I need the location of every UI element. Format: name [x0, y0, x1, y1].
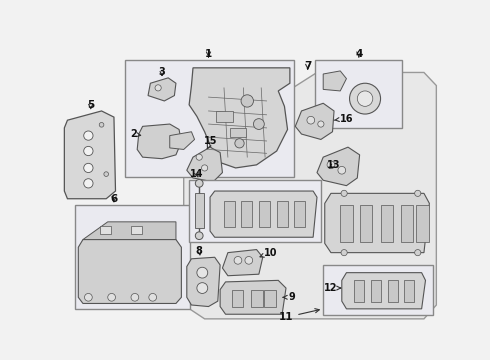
Text: 12: 12 [324, 283, 341, 293]
Text: 11: 11 [279, 309, 319, 322]
Bar [241, 201, 252, 227]
Bar [404, 280, 414, 302]
Polygon shape [83, 222, 176, 239]
Circle shape [307, 116, 315, 124]
Text: 16: 16 [334, 114, 353, 123]
Polygon shape [187, 147, 222, 182]
Bar [195, 193, 204, 228]
Bar [125, 60, 294, 177]
Circle shape [234, 256, 242, 264]
Polygon shape [170, 132, 195, 149]
Text: 6: 6 [110, 194, 118, 204]
Polygon shape [189, 68, 290, 168]
Circle shape [253, 119, 264, 130]
Polygon shape [184, 72, 437, 319]
Bar [251, 289, 263, 306]
Text: 10: 10 [260, 248, 277, 258]
Bar [294, 201, 305, 227]
Circle shape [338, 166, 345, 174]
Bar [232, 289, 244, 306]
Circle shape [155, 85, 161, 91]
Text: 13: 13 [327, 160, 341, 170]
Bar [323, 265, 433, 315]
Bar [277, 201, 288, 227]
Circle shape [197, 283, 208, 293]
Text: 15: 15 [204, 136, 218, 149]
Polygon shape [78, 239, 181, 303]
Text: 3: 3 [159, 67, 166, 77]
Bar [388, 280, 398, 302]
Circle shape [196, 180, 203, 187]
Bar [360, 205, 372, 242]
Polygon shape [64, 111, 116, 199]
Circle shape [149, 293, 157, 301]
Polygon shape [323, 71, 346, 91]
Polygon shape [187, 257, 220, 306]
Bar [224, 201, 235, 227]
Polygon shape [325, 193, 429, 253]
Bar [340, 205, 353, 242]
Polygon shape [317, 147, 360, 186]
Text: 1: 1 [205, 49, 212, 59]
Circle shape [104, 172, 108, 176]
Bar [416, 205, 429, 242]
Circle shape [99, 122, 104, 127]
Circle shape [108, 293, 116, 301]
Text: 4: 4 [355, 49, 363, 59]
Circle shape [318, 121, 324, 127]
Circle shape [357, 91, 373, 106]
Text: 7: 7 [304, 61, 311, 71]
Circle shape [245, 256, 253, 264]
Bar [316, 60, 402, 128]
Bar [100, 226, 111, 234]
Bar [216, 111, 233, 122]
Circle shape [341, 249, 347, 256]
Polygon shape [210, 191, 317, 237]
Circle shape [241, 95, 253, 107]
Circle shape [131, 293, 139, 301]
Polygon shape [295, 103, 334, 139]
Bar [401, 205, 413, 242]
Text: 2: 2 [130, 129, 141, 139]
Polygon shape [222, 249, 263, 276]
Polygon shape [148, 78, 176, 101]
Circle shape [349, 83, 381, 114]
Circle shape [327, 161, 335, 169]
Polygon shape [220, 280, 286, 314]
Text: 9: 9 [283, 292, 295, 302]
Bar [131, 226, 142, 234]
Circle shape [197, 267, 208, 278]
Bar [264, 289, 276, 306]
Circle shape [84, 293, 92, 301]
Circle shape [341, 190, 347, 197]
Circle shape [84, 163, 93, 172]
Circle shape [84, 131, 93, 140]
Bar [230, 128, 245, 137]
Circle shape [196, 154, 202, 160]
Bar [259, 201, 270, 227]
Circle shape [415, 249, 421, 256]
Bar [354, 280, 364, 302]
Text: 8: 8 [196, 246, 203, 256]
Polygon shape [342, 273, 425, 309]
Bar [381, 205, 393, 242]
Circle shape [84, 179, 93, 188]
Bar [371, 280, 381, 302]
Bar [189, 180, 321, 242]
Circle shape [415, 190, 421, 197]
Circle shape [235, 139, 244, 148]
Polygon shape [137, 124, 181, 159]
Circle shape [196, 232, 203, 239]
Text: 14: 14 [190, 169, 204, 179]
Circle shape [201, 165, 208, 171]
Bar [75, 205, 190, 309]
Circle shape [84, 147, 93, 156]
Text: 5: 5 [87, 100, 94, 110]
